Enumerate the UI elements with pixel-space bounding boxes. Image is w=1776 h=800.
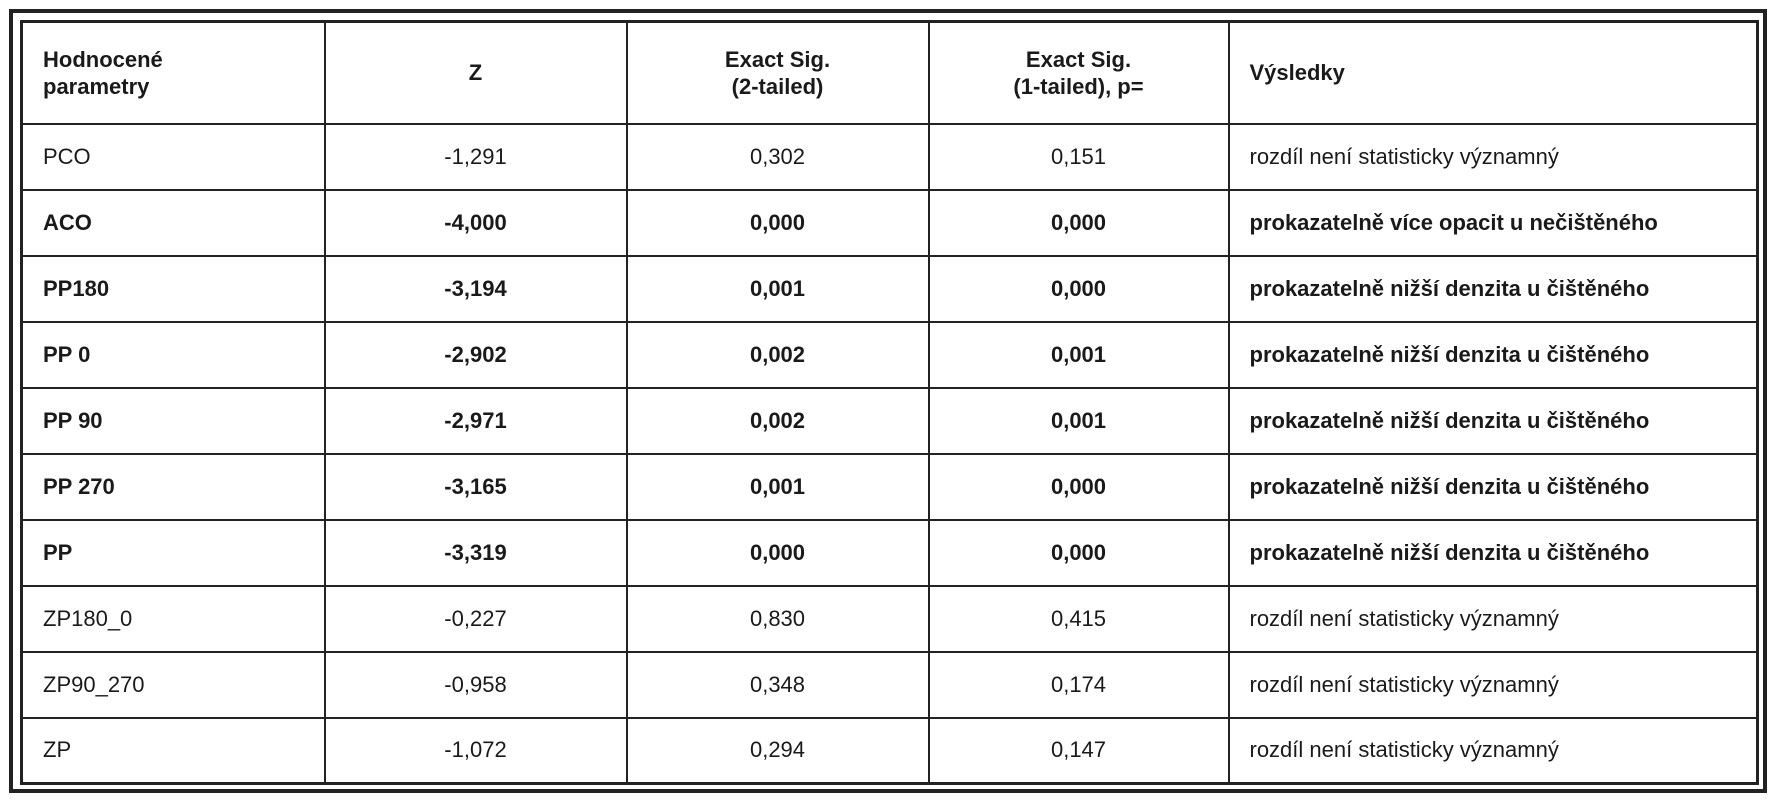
table-cell: 0,000 (927, 518, 1230, 587)
table-cell: rozdíl není statisticky významný (1227, 122, 1759, 191)
header-row: Hodnocené parametry Z Exact Sig. (2-tailed) E… (20, 20, 1759, 125)
table-cell: 0,001 (625, 452, 930, 521)
table-cell: rozdíl není statisticky významný (1227, 584, 1759, 653)
table-cell: 0,001 (927, 320, 1230, 389)
table-cell: 0,001 (625, 254, 930, 323)
table-cell: ZP180_0 (20, 584, 326, 653)
header-cell: Exact Sig. (1-tailed), p= (927, 20, 1230, 125)
table-cell: prokazatelně nižší denzita u čištěného (1227, 320, 1759, 389)
table-cell: rozdíl není statisticky významný (1227, 716, 1759, 785)
table-cell: prokazatelně nižší denzita u čištěného (1227, 386, 1759, 455)
table-cell: PP 90 (20, 386, 326, 455)
table-cell: 0,001 (927, 386, 1230, 455)
table-cell: 0,000 (625, 518, 930, 587)
table-cell: 0,830 (625, 584, 930, 653)
table-cell: prokazatelně nižší denzita u čištěného (1227, 452, 1759, 521)
header-text: Exact Sig. (724, 46, 831, 72)
table-cell: -4,000 (323, 188, 628, 257)
table-body: PCO -1,291 0,302 0,151 rozdíl není statistic… (20, 122, 1759, 785)
table-row: PP 0 -2,902 0,002 0,001 prokazatelně nižší d… (20, 320, 1759, 389)
table-cell: -3,194 (323, 254, 628, 323)
table-cell: ZP (20, 716, 326, 785)
table-cell: ZP90_270 (20, 650, 326, 719)
header-text: Výsledky (1249, 60, 1345, 86)
table-row: ACO -4,000 0,000 0,000 prokazatelně více opa… (20, 188, 1759, 257)
table-row: PP 270 -3,165 0,001 0,000 prokazatelně nižší… (20, 452, 1759, 521)
table-cell: PCO (20, 122, 326, 191)
table-cell: -2,902 (323, 320, 628, 389)
table-cell: 0,151 (927, 122, 1230, 191)
table-cell: rozdíl není statisticky významný (1227, 650, 1759, 719)
table-cell: 0,302 (625, 122, 930, 191)
table-cell: PP 270 (20, 452, 326, 521)
table-cell: 0,002 (625, 386, 930, 455)
table-cell: 0,000 (927, 188, 1230, 257)
header-text: parametry (43, 73, 150, 99)
table-cell: 0,147 (927, 716, 1230, 785)
table-cell: prokazatelně více opacit u nečištěného (1227, 188, 1759, 257)
table-cell: prokazatelně nižší denzita u čištěného (1227, 518, 1759, 587)
table-row: PCO -1,291 0,302 0,151 rozdíl není statistic… (20, 122, 1759, 191)
table-cell: PP (20, 518, 326, 587)
table-row: ZP180_0 -0,227 0,830 0,415 rozdíl není stati… (20, 584, 1759, 653)
table-row: ZP90_270 -0,958 0,348 0,174 rozdíl není stat… (20, 650, 1759, 719)
header-text: Exact Sig. (1025, 46, 1132, 72)
table-cell: 0,002 (625, 320, 930, 389)
table-cell: -0,227 (323, 584, 628, 653)
table-cell: -0,958 (323, 650, 628, 719)
table-cell: ACO (20, 188, 326, 257)
table-row: PP180 -3,194 0,001 0,000 prokazatelně nižší … (20, 254, 1759, 323)
table-cell: 0,000 (927, 452, 1230, 521)
table-cell: -1,072 (323, 716, 628, 785)
header-text: (2-tailed) (731, 73, 824, 99)
header-text: (1-tailed), p= (1013, 73, 1144, 99)
table-row: PP -3,319 0,000 0,000 prokazatelně nižší den… (20, 518, 1759, 587)
header-cell: Exact Sig. (2-tailed) (625, 20, 930, 125)
table-cell: 0,348 (625, 650, 930, 719)
table-cell: 0,294 (625, 716, 930, 785)
header-cell: Hodnocené parametry (20, 20, 326, 125)
table-cell: 0,174 (927, 650, 1230, 719)
table-cell: -1,291 (323, 122, 628, 191)
table-cell: 0,000 (927, 254, 1230, 323)
table-cell: -2,971 (323, 386, 628, 455)
table-cell: 0,000 (625, 188, 930, 257)
header-cell: Z (323, 20, 628, 125)
table-cell: -3,165 (323, 452, 628, 521)
table-cell: PP 0 (20, 320, 326, 389)
table-cell: PP180 (20, 254, 326, 323)
table-cell: 0,415 (927, 584, 1230, 653)
table-cell: -3,319 (323, 518, 628, 587)
table-cell: prokazatelně nižší denzita u čištěného (1227, 254, 1759, 323)
table-frame (9, 9, 1767, 793)
header-text: Hodnocené (43, 46, 163, 72)
results-table: Hodnocené parametry Z Exact Sig. (2-tailed) E… (20, 20, 1759, 785)
table-row: ZP -1,072 0,294 0,147 rozdíl není statistick… (20, 716, 1759, 785)
table-row: PP 90 -2,971 0,002 0,001 prokazatelně nižší … (20, 386, 1759, 455)
header-text: Z (468, 60, 483, 86)
header-cell: Výsledky (1227, 20, 1759, 125)
